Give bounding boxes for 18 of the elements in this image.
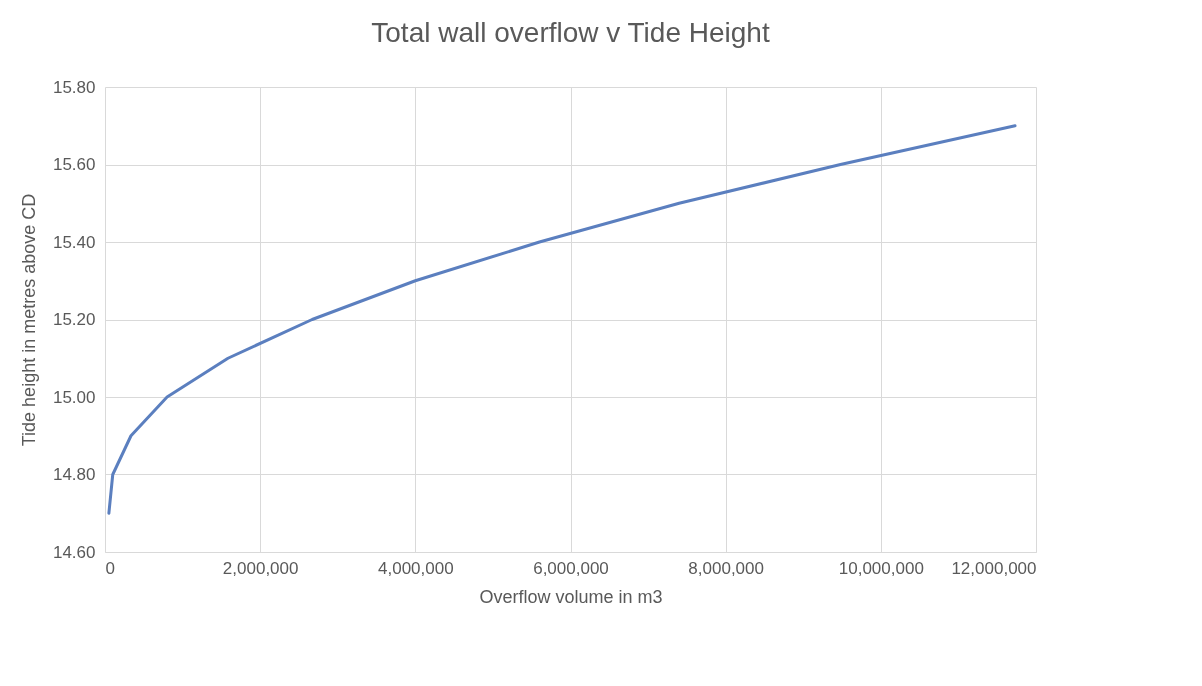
y-tick-label: 15.40 (52, 232, 96, 252)
line-series (107, 124, 1017, 515)
x-tick-label: 2,000,000 (222, 558, 299, 578)
y-tick-label: 14.80 (52, 465, 96, 484)
y-tick-label: 15.80 (52, 77, 96, 97)
x-tick-label: 12,000,000 (951, 558, 1037, 578)
chart-title: Total wall overflow v Tide Height (371, 17, 770, 48)
y-tick-label: 14.60 (52, 542, 96, 562)
x-axis-title: Overflow volume in m3 (479, 586, 663, 607)
x-tick-label: 8,000,000 (688, 558, 764, 578)
x-tick-label: 4,000,000 (378, 558, 454, 578)
x-tick-label: 6,000,000 (533, 558, 609, 578)
y-axis-title: Tide height in metres above CD (18, 193, 39, 447)
x-tick-label: 10,000,000 (838, 558, 924, 578)
x-tick-label: 0 (105, 558, 115, 578)
y-tick-label: 15.00 (52, 387, 96, 407)
y-tick-label: 15.60 (52, 155, 96, 174)
y-tick-label: 15.20 (52, 310, 96, 329)
